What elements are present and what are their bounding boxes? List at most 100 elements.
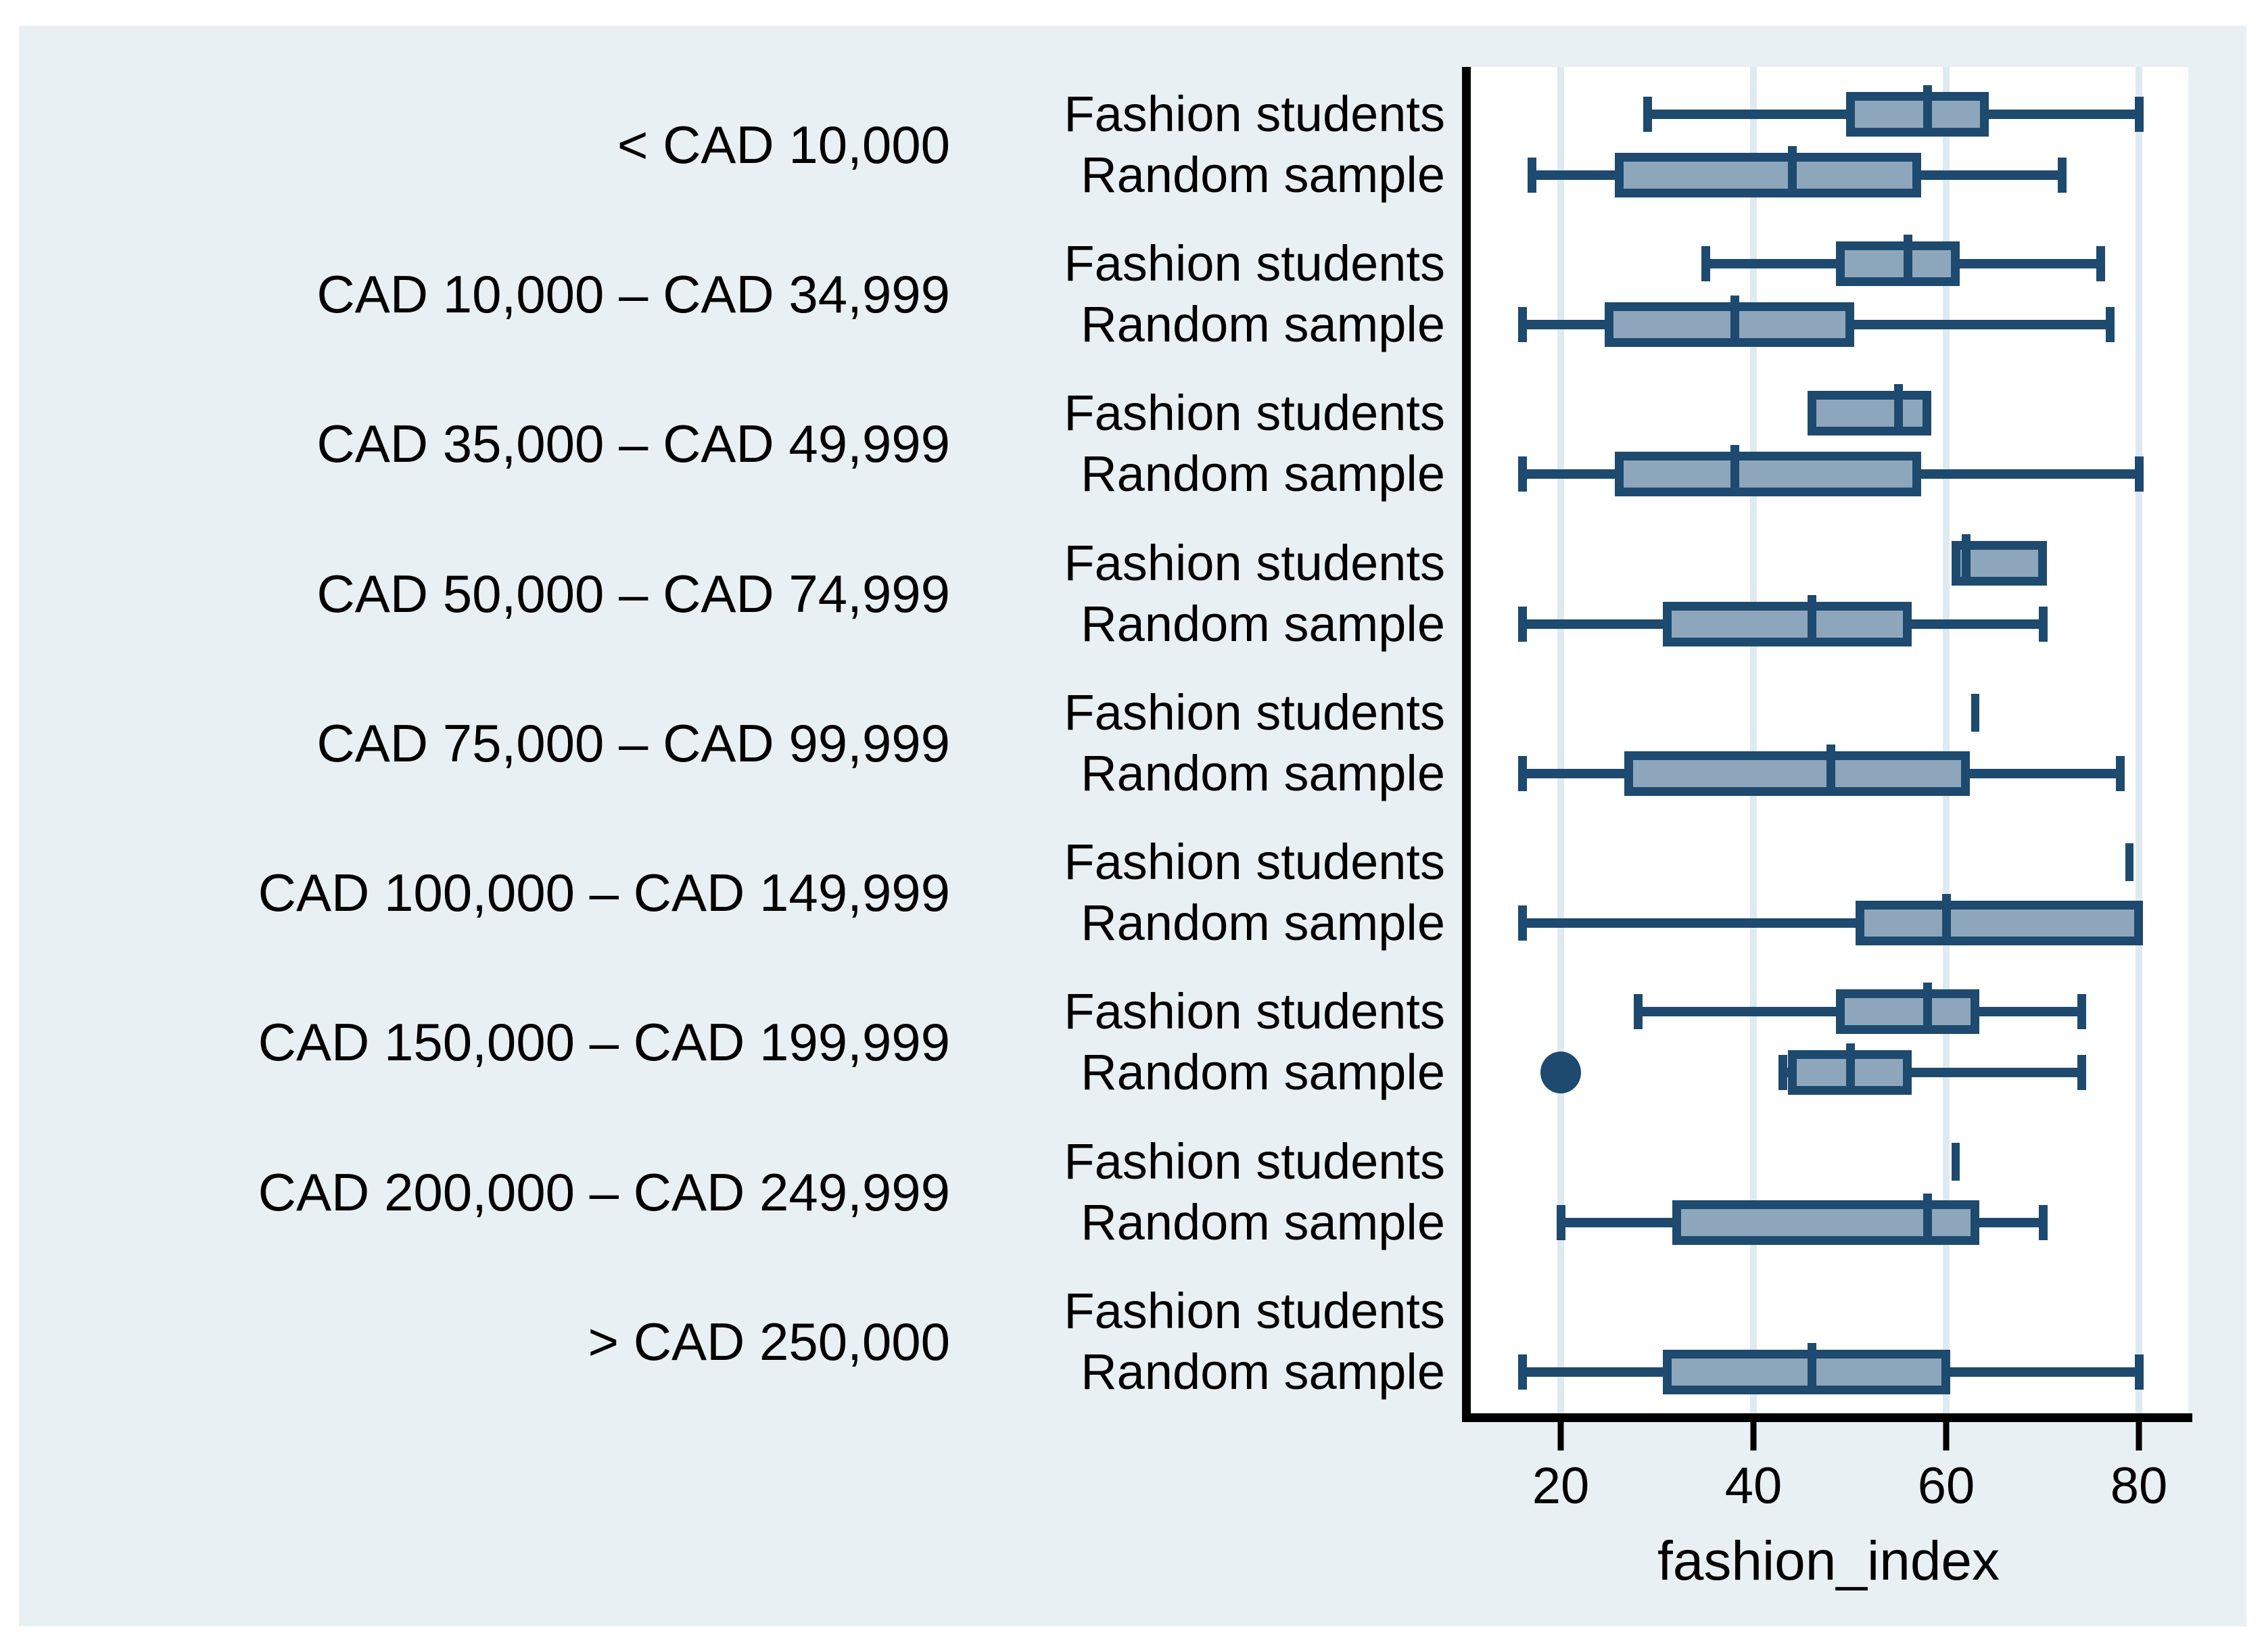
single-observation-mark — [2125, 843, 2133, 882]
category-label: < CAD 10,000 — [617, 115, 950, 174]
upper-whisker — [1917, 469, 2139, 479]
median-line — [1893, 384, 1903, 436]
iqr-box — [1807, 391, 1931, 436]
group-label: Fashion students — [1064, 235, 1445, 292]
iqr-box — [1605, 302, 1854, 348]
group-label: Random sample — [1081, 1194, 1445, 1250]
x-axis-line — [1462, 1413, 2192, 1422]
category-label: CAD 10,000 – CAD 34,999 — [316, 264, 950, 325]
lower-whisker-cap — [1518, 606, 1527, 642]
iqr-box — [1614, 452, 1922, 497]
median-line — [1923, 983, 1932, 1035]
median-line — [1961, 534, 1971, 586]
lower-whisker-cap — [1518, 1354, 1527, 1390]
group-label: Fashion students — [1064, 385, 1445, 442]
lower-whisker-cap — [1557, 1204, 1565, 1240]
upper-whisker-cap — [2135, 1354, 2144, 1390]
lower-whisker-cap — [1518, 755, 1527, 791]
group-label: Fashion students — [1064, 1282, 1445, 1339]
iqr-box — [1836, 241, 1960, 287]
upper-whisker — [1965, 768, 2120, 778]
median-line — [1942, 894, 1951, 946]
lower-whisker-cap — [1518, 905, 1527, 941]
iqr-box — [1672, 1200, 1979, 1245]
upper-whisker — [1849, 320, 2110, 330]
upper-whisker-cap — [2058, 158, 2067, 193]
category-label: > CAD 250,000 — [588, 1311, 950, 1371]
group-label: Random sample — [1081, 296, 1445, 353]
upper-whisker — [1975, 1007, 2081, 1017]
lower-whisker — [1522, 320, 1609, 330]
x-tick-label: 60 — [1917, 1457, 1975, 1515]
x-tick-label: 80 — [2110, 1457, 2168, 1515]
median-line — [1807, 1342, 1816, 1394]
lower-whisker — [1638, 1007, 1841, 1017]
group-label: Fashion students — [1064, 534, 1445, 591]
iqr-box — [1845, 92, 1989, 137]
group-label: Random sample — [1081, 745, 1445, 801]
lower-whisker — [1532, 170, 1619, 180]
median-line — [1845, 1043, 1855, 1095]
category-label: CAD 35,000 – CAD 49,999 — [316, 414, 950, 474]
upper-whisker — [1917, 170, 2062, 180]
lower-whisker-cap — [1518, 456, 1527, 492]
x-tick-20 — [1557, 1422, 1564, 1450]
upper-whisker-cap — [2077, 994, 2086, 1030]
lower-whisker-cap — [1634, 994, 1643, 1030]
lower-whisker — [1522, 619, 1667, 629]
group-label: Random sample — [1081, 1044, 1445, 1101]
median-line — [1923, 1193, 1932, 1245]
iqr-box — [1836, 989, 1979, 1035]
lower-whisker — [1522, 918, 1860, 928]
lower-whisker — [1561, 1217, 1676, 1227]
upper-whisker-cap — [2115, 755, 2125, 791]
outlier-dot — [1540, 1052, 1581, 1094]
median-line — [1730, 296, 1739, 348]
group-label: Fashion students — [1064, 983, 1445, 1040]
lower-whisker-cap — [1518, 307, 1527, 343]
upper-whisker-cap — [2135, 97, 2144, 132]
lower-whisker-cap — [1643, 97, 1653, 132]
upper-whisker-cap — [2077, 1055, 2086, 1091]
upper-whisker — [1908, 1068, 2081, 1078]
category-label: CAD 50,000 – CAD 74,999 — [316, 563, 950, 623]
group-label: Random sample — [1081, 147, 1445, 203]
y-axis-line — [1462, 67, 1471, 1421]
lower-whisker-cap — [1701, 246, 1710, 282]
lower-whisker-cap — [1778, 1055, 1787, 1091]
group-label: Random sample — [1081, 446, 1445, 502]
gridline-20 — [1557, 67, 1564, 1413]
x-tick-label: 20 — [1532, 1457, 1590, 1515]
upper-whisker — [1956, 259, 2100, 269]
x-axis-title: fashion_index — [1657, 1530, 2000, 1592]
upper-whisker — [1975, 1217, 2043, 1227]
median-line — [1904, 235, 1912, 287]
lower-whisker — [1522, 1367, 1667, 1377]
group-label: Fashion students — [1064, 86, 1445, 142]
group-label: Random sample — [1081, 1343, 1445, 1400]
median-line — [1788, 146, 1797, 197]
gridline-40 — [1750, 67, 1757, 1413]
upper-whisker-cap — [2106, 307, 2115, 343]
lower-whisker-cap — [1528, 158, 1537, 193]
group-label: Fashion students — [1064, 1133, 1445, 1189]
upper-whisker-cap — [2038, 1204, 2048, 1240]
group-label: Random sample — [1081, 595, 1445, 652]
median-line — [1923, 85, 1932, 137]
upper-whisker — [1908, 619, 2043, 629]
gridline-80 — [2136, 67, 2142, 1413]
single-observation-mark — [1952, 1142, 1960, 1181]
upper-whisker — [1985, 110, 2139, 119]
iqr-box — [1614, 153, 1922, 197]
category-label: CAD 100,000 – CAD 149,999 — [258, 863, 950, 923]
upper-whisker-cap — [2096, 246, 2105, 282]
plot-area — [1469, 67, 2188, 1413]
category-label: CAD 150,000 – CAD 199,999 — [258, 1012, 950, 1072]
x-tick-60 — [1943, 1422, 1950, 1450]
iqr-box — [1662, 1349, 1950, 1394]
iqr-box — [1855, 901, 2143, 946]
x-tick-80 — [2136, 1422, 2142, 1450]
upper-whisker — [1946, 1367, 2139, 1377]
group-label: Fashion students — [1064, 834, 1445, 891]
